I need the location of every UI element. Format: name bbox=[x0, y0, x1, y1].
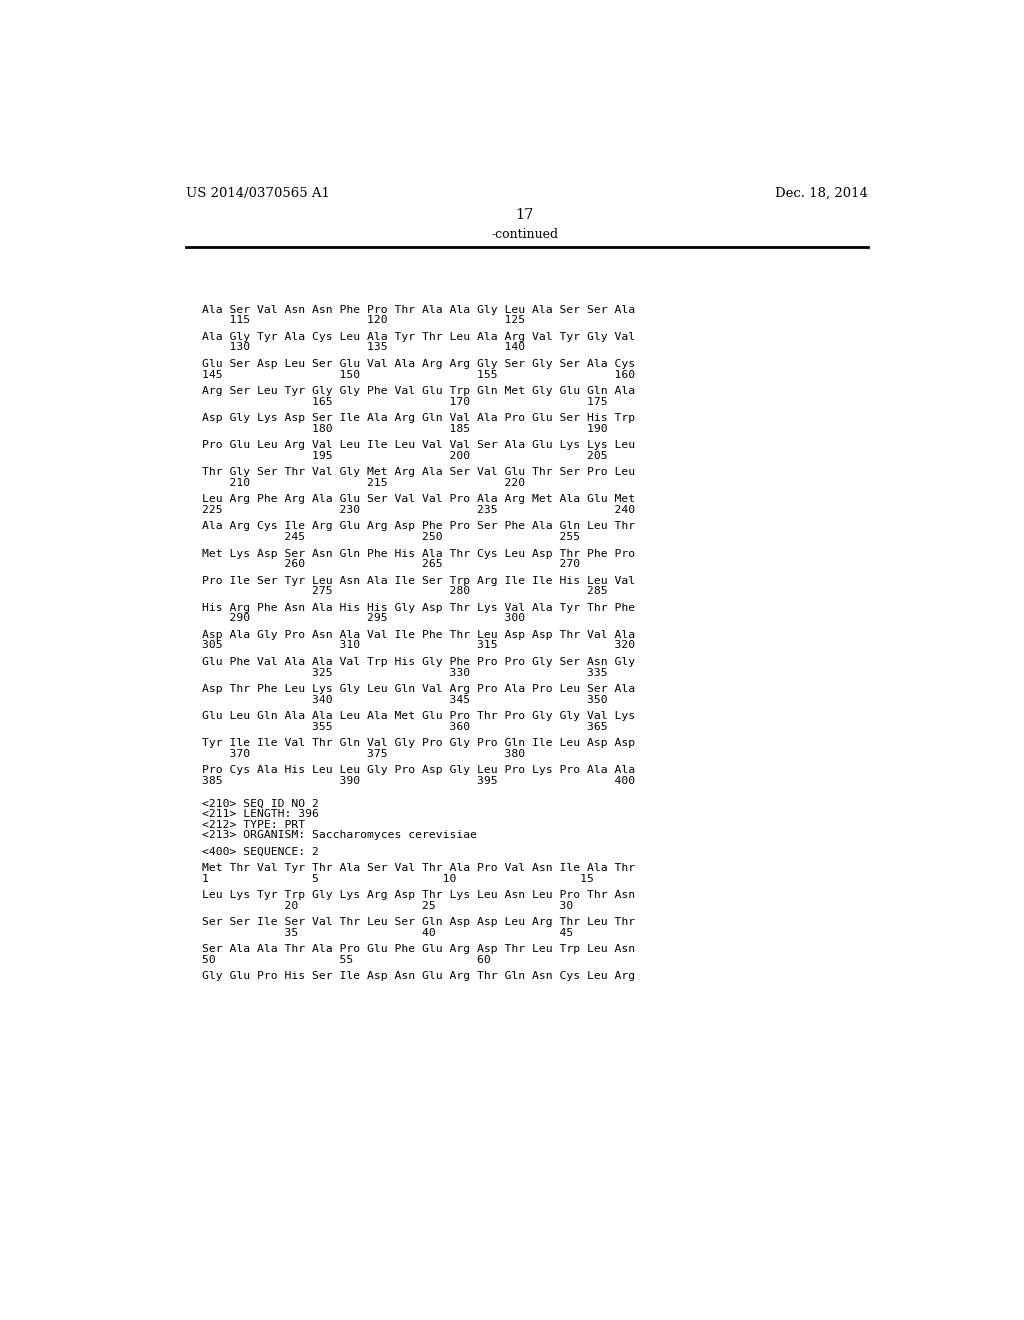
Text: 130                 135                 140: 130 135 140 bbox=[202, 342, 524, 352]
Text: <210> SEQ ID NO 2: <210> SEQ ID NO 2 bbox=[202, 799, 318, 808]
Text: 275                 280                 285: 275 280 285 bbox=[202, 586, 607, 597]
Text: 245                 250                 255: 245 250 255 bbox=[202, 532, 580, 543]
Text: 225                 230                 235                 240: 225 230 235 240 bbox=[202, 506, 635, 515]
Text: Dec. 18, 2014: Dec. 18, 2014 bbox=[775, 187, 868, 199]
Text: Leu Arg Phe Arg Ala Glu Ser Val Val Pro Ala Arg Met Ala Glu Met: Leu Arg Phe Arg Ala Glu Ser Val Val Pro … bbox=[202, 495, 635, 504]
Text: <400> SEQUENCE: 2: <400> SEQUENCE: 2 bbox=[202, 846, 318, 857]
Text: Ala Gly Tyr Ala Cys Leu Ala Tyr Thr Leu Ala Arg Val Tyr Gly Val: Ala Gly Tyr Ala Cys Leu Ala Tyr Thr Leu … bbox=[202, 331, 635, 342]
Text: 165                 170                 175: 165 170 175 bbox=[202, 396, 607, 407]
Text: Ser Ser Ile Ser Val Thr Leu Ser Gln Asp Asp Leu Arg Thr Leu Thr: Ser Ser Ile Ser Val Thr Leu Ser Gln Asp … bbox=[202, 917, 635, 927]
Text: Leu Lys Tyr Trp Gly Lys Arg Asp Thr Lys Leu Asn Leu Pro Thr Asn: Leu Lys Tyr Trp Gly Lys Arg Asp Thr Lys … bbox=[202, 890, 635, 900]
Text: 180                 185                 190: 180 185 190 bbox=[202, 424, 607, 434]
Text: Glu Leu Gln Ala Ala Leu Ala Met Glu Pro Thr Pro Gly Gly Val Lys: Glu Leu Gln Ala Ala Leu Ala Met Glu Pro … bbox=[202, 711, 635, 721]
Text: 145                 150                 155                 160: 145 150 155 160 bbox=[202, 370, 635, 380]
Text: 50                  55                  60: 50 55 60 bbox=[202, 954, 490, 965]
Text: US 2014/0370565 A1: US 2014/0370565 A1 bbox=[186, 187, 330, 199]
Text: Pro Cys Ala His Leu Leu Gly Pro Asp Gly Leu Pro Lys Pro Ala Ala: Pro Cys Ala His Leu Leu Gly Pro Asp Gly … bbox=[202, 766, 635, 775]
Text: Ala Ser Val Asn Asn Phe Pro Thr Ala Ala Gly Leu Ala Ser Ser Ala: Ala Ser Val Asn Asn Phe Pro Thr Ala Ala … bbox=[202, 305, 635, 314]
Text: Met Lys Asp Ser Asn Gln Phe His Ala Thr Cys Leu Asp Thr Phe Pro: Met Lys Asp Ser Asn Gln Phe His Ala Thr … bbox=[202, 549, 635, 558]
Text: Glu Ser Asp Leu Ser Glu Val Ala Arg Arg Gly Ser Gly Ser Ala Cys: Glu Ser Asp Leu Ser Glu Val Ala Arg Arg … bbox=[202, 359, 635, 368]
Text: 210                 215                 220: 210 215 220 bbox=[202, 478, 524, 488]
Text: -continued: -continued bbox=[492, 228, 558, 240]
Text: Asp Thr Phe Leu Lys Gly Leu Gln Val Arg Pro Ala Pro Leu Ser Ala: Asp Thr Phe Leu Lys Gly Leu Gln Val Arg … bbox=[202, 684, 635, 694]
Text: 290                 295                 300: 290 295 300 bbox=[202, 614, 524, 623]
Text: Ala Arg Cys Ile Arg Glu Arg Asp Phe Pro Ser Phe Ala Gln Leu Thr: Ala Arg Cys Ile Arg Glu Arg Asp Phe Pro … bbox=[202, 521, 635, 532]
Text: Gly Glu Pro His Ser Ile Asp Asn Glu Arg Thr Gln Asn Cys Leu Arg: Gly Glu Pro His Ser Ile Asp Asn Glu Arg … bbox=[202, 972, 635, 982]
Text: Met Thr Val Tyr Thr Ala Ser Val Thr Ala Pro Val Asn Ile Ala Thr: Met Thr Val Tyr Thr Ala Ser Val Thr Ala … bbox=[202, 863, 635, 873]
Text: 325                 330                 335: 325 330 335 bbox=[202, 668, 607, 677]
Text: 385                 390                 395                 400: 385 390 395 400 bbox=[202, 776, 635, 785]
Text: 260                 265                 270: 260 265 270 bbox=[202, 560, 580, 569]
Text: Pro Ile Ser Tyr Leu Asn Ala Ile Ser Trp Arg Ile Ile His Leu Val: Pro Ile Ser Tyr Leu Asn Ala Ile Ser Trp … bbox=[202, 576, 635, 586]
Text: Glu Phe Val Ala Ala Val Trp His Gly Phe Pro Pro Gly Ser Asn Gly: Glu Phe Val Ala Ala Val Trp His Gly Phe … bbox=[202, 657, 635, 667]
Text: <212> TYPE: PRT: <212> TYPE: PRT bbox=[202, 820, 305, 829]
Text: Asp Gly Lys Asp Ser Ile Ala Arg Gln Val Ala Pro Glu Ser His Trp: Asp Gly Lys Asp Ser Ile Ala Arg Gln Val … bbox=[202, 413, 635, 424]
Text: 20                  25                  30: 20 25 30 bbox=[202, 900, 572, 911]
Text: His Arg Phe Asn Ala His His Gly Asp Thr Lys Val Ala Tyr Thr Phe: His Arg Phe Asn Ala His His Gly Asp Thr … bbox=[202, 603, 635, 612]
Text: 340                 345                 350: 340 345 350 bbox=[202, 694, 607, 705]
Text: Tyr Ile Ile Val Thr Gln Val Gly Pro Gly Pro Gln Ile Leu Asp Asp: Tyr Ile Ile Val Thr Gln Val Gly Pro Gly … bbox=[202, 738, 635, 748]
Text: 305                 310                 315                 320: 305 310 315 320 bbox=[202, 640, 635, 651]
Text: 17: 17 bbox=[516, 209, 534, 223]
Text: 355                 360                 365: 355 360 365 bbox=[202, 722, 607, 731]
Text: Thr Gly Ser Thr Val Gly Met Arg Ala Ser Val Glu Thr Ser Pro Leu: Thr Gly Ser Thr Val Gly Met Arg Ala Ser … bbox=[202, 467, 635, 478]
Text: Asp Ala Gly Pro Asn Ala Val Ile Phe Thr Leu Asp Asp Thr Val Ala: Asp Ala Gly Pro Asn Ala Val Ile Phe Thr … bbox=[202, 630, 635, 640]
Text: Pro Glu Leu Arg Val Leu Ile Leu Val Val Ser Ala Glu Lys Lys Leu: Pro Glu Leu Arg Val Leu Ile Leu Val Val … bbox=[202, 440, 635, 450]
Text: 1               5                  10                  15: 1 5 10 15 bbox=[202, 874, 594, 883]
Text: <213> ORGANISM: Saccharomyces cerevisiae: <213> ORGANISM: Saccharomyces cerevisiae bbox=[202, 830, 476, 840]
Text: Ser Ala Ala Thr Ala Pro Glu Phe Glu Arg Asp Thr Leu Trp Leu Asn: Ser Ala Ala Thr Ala Pro Glu Phe Glu Arg … bbox=[202, 944, 635, 954]
Text: 195                 200                 205: 195 200 205 bbox=[202, 451, 607, 461]
Text: Arg Ser Leu Tyr Gly Gly Phe Val Glu Trp Gln Met Gly Glu Gln Ala: Arg Ser Leu Tyr Gly Gly Phe Val Glu Trp … bbox=[202, 385, 635, 396]
Text: 370                 375                 380: 370 375 380 bbox=[202, 748, 524, 759]
Text: 35                  40                  45: 35 40 45 bbox=[202, 928, 572, 939]
Text: 115                 120                 125: 115 120 125 bbox=[202, 315, 524, 325]
Text: <211> LENGTH: 396: <211> LENGTH: 396 bbox=[202, 809, 318, 818]
